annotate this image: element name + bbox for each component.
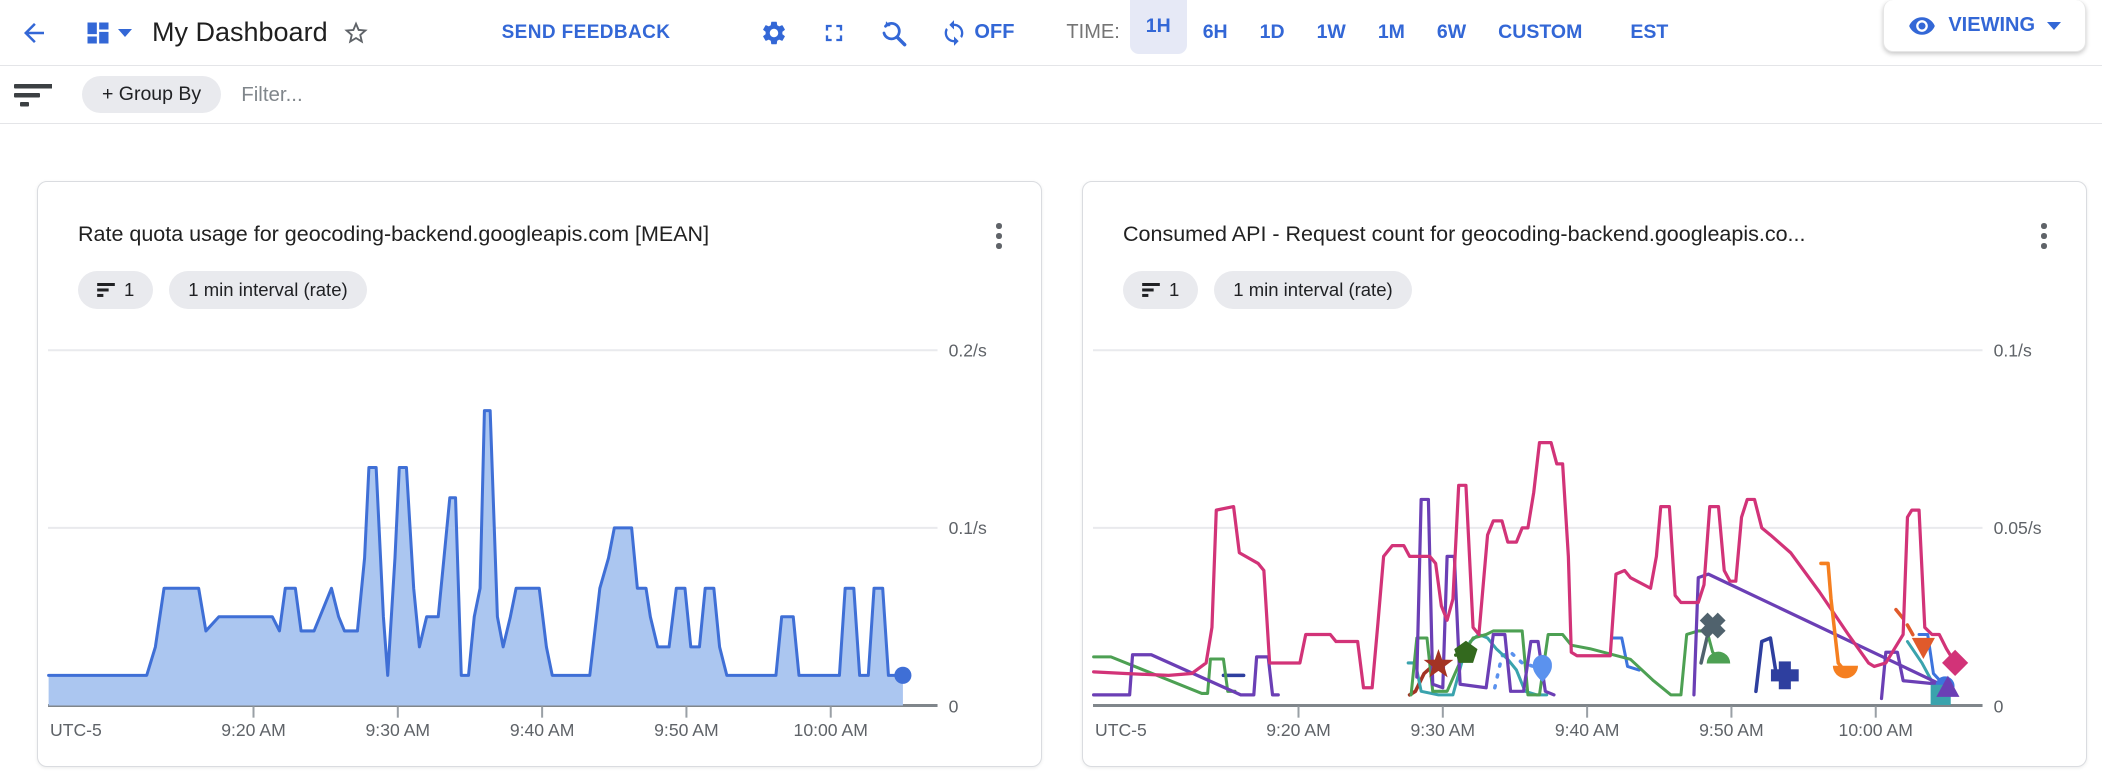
toolbar-icons [752,11,916,55]
y-axis-zero-label: 0 [1994,697,2004,717]
dashboard-switcher-button[interactable] [78,18,138,48]
kebab-menu-icon[interactable] [979,216,1019,256]
series-orange-line [1819,561,1848,674]
filter-list-icon [1142,282,1160,297]
triangle-up-marker [1936,675,1960,697]
series-green-line [1409,629,1721,697]
series-pink-line [1092,440,1957,690]
x-axis-label: 9:20 AM [1266,720,1331,740]
pin-marker [1532,655,1552,682]
triangle-down-marker [1911,637,1935,660]
chip-label: 1 [1169,279,1180,300]
x-axis-label: 10:00 AM [1839,720,1913,740]
settings-button[interactable] [752,11,796,55]
x-axis-label: 9:30 AM [1411,720,1476,740]
chart-title: Rate quota usage for geocoding-backend.g… [78,222,710,246]
gear-icon [763,21,786,44]
x-axis-label: 9:30 AM [366,720,431,740]
x-axis-label: 9:50 AM [1699,720,1764,740]
arrow-back-icon [24,22,44,43]
x-marker [1699,612,1726,639]
x-axis-label: 9:40 AM [510,720,575,740]
filter-list-icon [14,83,52,106]
star-marker [1423,649,1454,678]
diamond-marker [1942,649,1969,677]
caret-down-icon [118,28,132,37]
semicircle-down-marker [1832,665,1859,679]
x-axis-label: 9:40 AM [1555,720,1620,740]
eye-icon [1909,16,1936,35]
series-purple-line [1415,497,1556,697]
series-blue-line [1611,636,1641,672]
time-range-1m[interactable]: 1M [1362,0,1421,66]
timezone-button[interactable]: EST [1624,20,1674,45]
filter-count-chip[interactable]: 1 [1123,271,1199,309]
filter-count-chip[interactable]: 1 [78,271,154,309]
plus-marker [1770,661,1799,690]
kebab-menu-icon[interactable] [2024,216,2064,256]
back-button[interactable] [12,11,56,55]
y-axis-label: 0.1/s [1994,340,2032,360]
time-range-custom[interactable]: CUSTOM [1482,0,1598,66]
time-range-1h[interactable]: 1H [1129,0,1187,54]
time-label: TIME: [1066,21,1120,43]
x-axis-label: 9:50 AM [654,720,719,740]
time-range-group: 1H 6H 1D 1W 1M 6W CUSTOM [1129,0,1599,66]
dashboard-grid-icon [87,22,109,43]
chip-label: 1 min interval (rate) [1233,279,1393,300]
circle-marker [894,666,912,684]
send-feedback-button[interactable]: SEND FEEDBACK [496,21,677,45]
sync-icon [945,19,964,46]
filter-input[interactable] [239,81,840,108]
filter-list-button[interactable] [10,73,54,117]
dashboard-grid: Rate quota usage for geocoding-backend.g… [0,124,2102,767]
time-range-1w[interactable]: 1W [1301,0,1362,66]
x-axis-label: 9:20 AM [221,720,286,740]
interval-chip[interactable]: 1 min interval (rate) [169,271,367,309]
chip-label: 1 min interval (rate) [188,279,348,300]
chip-label: 1 [124,279,135,300]
y-axis-label: 0.2/s [949,340,987,360]
semicircle-up-marker [1706,651,1731,664]
filter-list-icon [97,282,115,297]
rate-quota-usage-mean-line [47,409,905,677]
rate-quota-usage-mean-area [48,410,903,706]
time-range-6w[interactable]: 6W [1421,0,1482,66]
fullscreen-icon [826,24,843,41]
timezone-label: UTC-5 [50,720,102,740]
chart-chips: 1 1 min interval (rate) [1123,271,2052,309]
star-outline-icon [343,20,368,43]
timezone-label: UTC-5 [1095,720,1147,740]
search-reset-icon [883,20,907,46]
y-axis-label: 0.1/s [949,518,987,538]
group-by-chip[interactable]: + Group By [82,76,222,113]
chart-title: Consumed API - Request count for geocodi… [1123,222,1806,246]
series-purple-line [1879,650,1941,701]
series-green-line [1092,655,1237,695]
y-axis-zero-label: 0 [949,697,959,717]
viewing-label: VIEWING [1948,14,2035,36]
viewing-mode-button[interactable]: VIEWING [1883,0,2086,52]
top-app-bar: My Dashboard SEND FEEDBACK OFF TIME: 1H … [0,0,2102,66]
chart-card-quota-usage: Rate quota usage for geocoding-backend.g… [37,181,1042,767]
pentagon-marker [1454,640,1478,663]
zoom-reset-button[interactable] [872,11,916,55]
time-range-1d[interactable]: 1D [1244,0,1301,66]
chart-card-request-count: Consumed API - Request count for geocodi… [1082,181,2087,767]
refresh-state-label: OFF [974,21,1015,43]
request-count-chart-canvas[interactable]: 0.05/s 0.1/s 9:20 AM 9:30 AM 9:40 AM 9:50 AM 1… [1091,323,2058,755]
quota-usage-chart-canvas[interactable]: 0.1/s 0.2/s 9:20 AM 9:30 AM 9:40 AM 9:50 AM 10… [46,323,1013,755]
page-title: My Dashboard [152,17,328,47]
favorite-button[interactable] [334,11,378,55]
chart-chips: 1 1 min interval (rate) [78,271,1007,309]
x-axis-label: 10:00 AM [794,720,868,740]
caret-down-icon [2047,21,2061,30]
filter-bar: + Group By [0,66,2102,124]
auto-refresh-button[interactable]: OFF [934,18,1020,48]
time-range-6h[interactable]: 6H [1187,0,1244,66]
interval-chip[interactable]: 1 min interval (rate) [1214,271,1412,309]
y-axis-label: 0.05/s [1994,518,2042,538]
fullscreen-button[interactable] [812,11,856,55]
